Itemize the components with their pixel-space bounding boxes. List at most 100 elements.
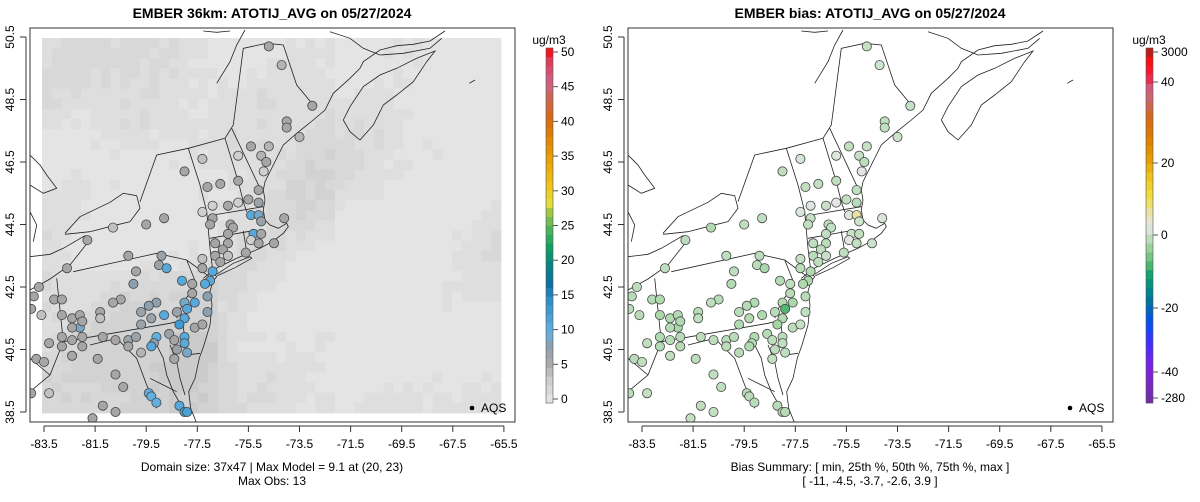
grid-cell — [90, 402, 101, 414]
station-point — [174, 319, 185, 330]
grid-cell — [237, 311, 248, 323]
coastline — [628, 235, 687, 291]
grid-cell — [315, 362, 326, 373]
grid-cell — [71, 230, 82, 242]
grid-cell — [461, 48, 473, 59]
grid-cell — [471, 149, 482, 161]
grid-cell — [120, 402, 131, 414]
grid-cell — [452, 281, 463, 292]
grid-cell — [295, 48, 307, 59]
station-point — [179, 338, 190, 349]
grid-cell — [354, 169, 365, 181]
grid-cell — [120, 190, 131, 201]
grid-cell — [139, 402, 150, 414]
grid-cell — [168, 392, 180, 404]
grid-cell — [81, 98, 92, 110]
grid-cell — [471, 250, 482, 262]
grid-cell — [247, 159, 258, 171]
grid-cell — [120, 260, 131, 272]
colorbar-segment — [1146, 225, 1153, 235]
grid-cell — [110, 68, 121, 79]
grid-cell — [364, 321, 375, 333]
colorbar-tick-label: -280 — [1161, 391, 1185, 405]
grid-cell — [491, 230, 502, 242]
grid-cell — [452, 220, 463, 231]
grid-cell — [217, 129, 228, 140]
grid-cell — [256, 48, 268, 59]
station-point — [197, 253, 208, 264]
grid-cell — [422, 372, 434, 383]
grid-cell — [42, 301, 53, 313]
grid-cell — [208, 68, 219, 79]
grid-cell — [315, 331, 326, 343]
grid-cell — [491, 98, 502, 110]
grid-cell — [198, 88, 209, 100]
colorbar-segment — [546, 376, 553, 386]
y-tick-label: 40.5 — [601, 337, 615, 361]
station-point — [268, 238, 279, 249]
grid-cell — [237, 210, 248, 221]
grid-cell — [442, 342, 453, 353]
station-point — [207, 266, 218, 277]
grid-cell — [461, 129, 473, 140]
grid-cell — [71, 372, 82, 383]
grid-cell — [461, 78, 473, 90]
station-point — [56, 294, 67, 305]
grid-cell — [139, 230, 150, 242]
grid-cell — [481, 220, 492, 231]
grid-cell — [198, 240, 209, 252]
grid-cell — [383, 38, 394, 49]
grid-cell — [188, 402, 199, 414]
grid-cell — [217, 281, 228, 292]
grid-cell — [217, 271, 228, 282]
grid-cell — [247, 392, 258, 404]
grid-cell — [217, 88, 228, 100]
grid-cell — [334, 260, 346, 272]
x-tick-label: -83.5 — [30, 437, 58, 451]
grid-cell — [393, 402, 404, 414]
grid-cell — [51, 68, 62, 79]
station-point — [110, 335, 121, 346]
grid-cell — [139, 352, 150, 363]
grid-cell — [286, 281, 297, 292]
grid-cell — [100, 342, 111, 353]
grid-cell — [305, 321, 316, 333]
grid-cell — [149, 382, 160, 394]
grid-cell — [139, 210, 150, 221]
grid-cell — [120, 58, 131, 69]
grid-cell — [452, 362, 463, 373]
grid-cell — [481, 281, 492, 292]
grid-cell — [325, 331, 336, 343]
grid-cell — [491, 240, 502, 252]
grid-cell — [266, 342, 277, 353]
grid-cell — [315, 230, 326, 242]
station-point — [844, 141, 855, 152]
grid-cell — [178, 78, 189, 90]
grid-cell — [110, 139, 121, 150]
grid-cell — [305, 392, 316, 404]
grid-cell — [403, 48, 414, 59]
grid-cell — [295, 240, 307, 252]
grid-cell — [208, 179, 219, 191]
grid-cell — [61, 119, 72, 130]
grid-cell — [178, 179, 189, 191]
grid-cell — [413, 139, 424, 150]
plot-frame — [29, 27, 516, 423]
grid-cell — [198, 119, 209, 130]
grid-cell — [442, 331, 453, 343]
grid-cell — [51, 58, 62, 69]
station-point — [777, 166, 788, 177]
grid-cell — [168, 382, 180, 394]
grid-cell — [452, 301, 463, 313]
grid-cell — [364, 281, 375, 292]
map-outlines — [628, 29, 1074, 422]
grid-cell — [110, 179, 121, 191]
grid-cell — [383, 98, 394, 110]
grid-cell — [256, 392, 268, 404]
grid-cell — [188, 88, 199, 100]
grid-cell — [295, 382, 307, 394]
grid-cell — [266, 88, 277, 100]
grid-cell — [471, 98, 482, 110]
grid-cell — [344, 220, 355, 231]
grid-cell — [51, 362, 62, 373]
